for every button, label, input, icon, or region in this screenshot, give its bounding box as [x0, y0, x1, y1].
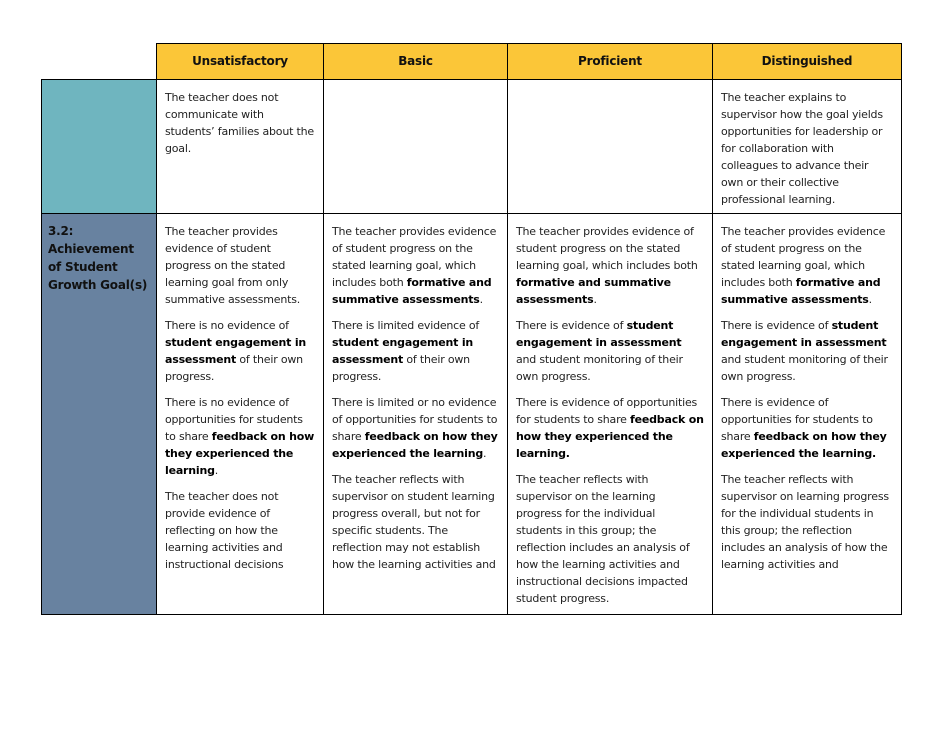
column-header: Distinguished	[712, 43, 902, 80]
bold-text: student engagement in assessment	[516, 319, 682, 349]
cell-paragraph: There is limited or no evidence of oppor…	[332, 394, 499, 462]
cell-paragraph: There is evidence of opportunities for s…	[516, 394, 704, 462]
text: The teacher reflects with supervisor on …	[332, 473, 496, 571]
bold-text: feedback on how they experienced the lea…	[332, 430, 498, 460]
text: There is no evidence of opportunities fo…	[165, 396, 303, 443]
bold-text: student engagement in assessment	[332, 336, 474, 366]
text: .	[483, 447, 487, 460]
rubric-cell	[323, 79, 508, 214]
cell-paragraph: The teacher reflects with supervisor on …	[516, 471, 704, 607]
text: There is evidence of opportunities for s…	[516, 396, 698, 426]
bold-text: formative and summative assessments	[516, 276, 671, 306]
bold-text: formative and summative assessments	[332, 276, 492, 306]
rubric-cell	[507, 79, 713, 214]
text: There is limited or no evidence of oppor…	[332, 396, 498, 443]
cell-paragraph: There is evidence of opportunities for s…	[721, 394, 893, 462]
column-header: Basic	[323, 43, 508, 80]
text: The teacher provides evidence of student…	[516, 225, 698, 272]
text: The teacher does not communicate with st…	[165, 91, 314, 155]
text: There is evidence of	[721, 319, 832, 332]
text: .	[593, 293, 597, 306]
text: of their own progress.	[332, 353, 470, 383]
text: The teacher does not provide evidence of…	[165, 490, 284, 571]
rubric-cell: The teacher provides evidence of student…	[156, 213, 324, 615]
text: There is limited evidence of	[332, 319, 480, 332]
text: .	[479, 293, 484, 306]
cell-paragraph: There is no evidence of opportunities fo…	[165, 394, 315, 479]
text: .	[868, 293, 873, 306]
cell-paragraph: The teacher provides evidence of student…	[332, 223, 499, 308]
bold-text: student engagement in assessment	[721, 319, 887, 349]
cell-paragraph: The teacher does not provide evidence of…	[165, 488, 315, 573]
cell-paragraph: There is no evidence of student engageme…	[165, 317, 315, 385]
text: There is evidence of	[516, 319, 627, 332]
text: The teacher provides evidence of student…	[332, 225, 497, 289]
text: The teacher provides evidence of student…	[721, 225, 886, 289]
cell-paragraph: The teacher reflects with supervisor on …	[332, 471, 499, 573]
cell-paragraph: The teacher provides evidence of student…	[721, 223, 893, 308]
text: .	[214, 464, 219, 477]
rubric-cell: The teacher does not communicate with st…	[156, 79, 324, 214]
rubric-cell: The teacher provides evidence of student…	[712, 213, 902, 615]
rubric-cell: The teacher provides evidence of student…	[323, 213, 508, 615]
cell-paragraph: The teacher reflects with supervisor on …	[721, 471, 893, 573]
text: The teacher reflects with supervisor on …	[721, 473, 889, 571]
cell-paragraph: There is evidence of student engagement …	[516, 317, 704, 385]
rubric-cell: The teacher explains to supervisor how t…	[712, 79, 902, 214]
text: The teacher explains to supervisor how t…	[721, 91, 883, 206]
cell-paragraph: The teacher does not communicate with st…	[165, 89, 315, 157]
bold-text: formative and summative assessments	[721, 276, 881, 306]
rubric-cell: The teacher provides evidence of student…	[507, 213, 713, 615]
text: The teacher provides evidence of student…	[165, 225, 301, 306]
text: There is evidence of opportunities for s…	[721, 396, 873, 443]
row-label: 3.2: Achievement of Student Growth Goal(…	[41, 213, 157, 615]
text: and student monitoring of their own prog…	[721, 353, 888, 383]
cell-paragraph: The teacher explains to supervisor how t…	[721, 89, 893, 208]
cell-paragraph: The teacher provides evidence of student…	[165, 223, 315, 308]
text: There is no evidence of	[165, 319, 289, 332]
cell-paragraph: The teacher provides evidence of student…	[516, 223, 704, 308]
text: The teacher reflects with supervisor on …	[516, 473, 690, 605]
text: of their own progress.	[165, 353, 303, 383]
bold-text: feedback on how they experienced the lea…	[516, 413, 704, 460]
column-header: Proficient	[507, 43, 713, 80]
bold-text: feedback on how they experienced the lea…	[165, 430, 315, 477]
cell-paragraph: There is limited evidence of student eng…	[332, 317, 499, 385]
text: and student monitoring of their own prog…	[516, 353, 683, 383]
bold-text: student engagement in assessment	[165, 336, 307, 366]
bold-text: feedback on how they experienced the lea…	[721, 430, 887, 460]
cell-paragraph: There is evidence of student engagement …	[721, 317, 893, 385]
column-header: Unsatisfactory	[156, 43, 324, 80]
row-label	[41, 79, 157, 214]
